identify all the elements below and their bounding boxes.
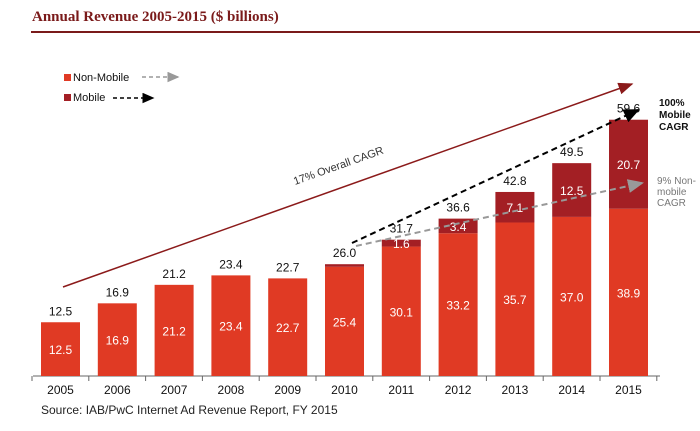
label-total: 36.6 [446, 201, 470, 215]
x-tick-label: 2009 [274, 383, 301, 397]
label-non-mobile: 37.0 [560, 290, 584, 304]
x-tick-label: 2012 [445, 383, 472, 397]
bar-non-mobile [381, 246, 421, 376]
x-tick-label: 2007 [161, 383, 188, 397]
legend-label-non-mobile: Non-Mobile [73, 72, 129, 84]
bar-mobile [495, 191, 535, 223]
x-tick-label: 2005 [47, 383, 74, 397]
label-total: 12.5 [49, 304, 73, 318]
bar-non-mobile [495, 222, 535, 376]
bar-non-mobile [609, 208, 648, 376]
bar-non-mobile [154, 284, 194, 376]
overall-cagr-label: 17% Overall CAGR [292, 145, 385, 188]
label-non-mobile: 12.5 [49, 343, 73, 357]
overall-cagr-arrow [62, 82, 634, 288]
label-non-mobile: 22.7 [276, 321, 300, 335]
mobile-cagr-label: CAGR [659, 122, 689, 133]
label-non-mobile: 35.7 [503, 293, 527, 307]
label-total: 16.9 [106, 285, 130, 299]
x-tick-label: 2014 [558, 383, 585, 397]
label-mobile: 1.6 [393, 237, 410, 251]
bar-mobile [325, 264, 364, 267]
bar-non-mobile [268, 278, 308, 376]
non-mobile-cagr-label: 9% Non- [657, 176, 696, 187]
bar-mobile [381, 239, 421, 247]
bar-non-mobile [41, 322, 80, 376]
non-mobile-cagr-label: CAGR [657, 198, 686, 209]
label-total: 22.7 [276, 260, 300, 274]
x-tick-label: 2006 [104, 383, 131, 397]
mobile-cagr-label: 100% [659, 98, 685, 109]
bar-mobile [552, 163, 592, 217]
label-total: 26.0 [333, 246, 357, 260]
legend-label-mobile: Mobile [73, 92, 105, 104]
legend-swatch-mobile [64, 94, 71, 101]
x-tick-label: 2010 [331, 383, 358, 397]
label-non-mobile: 33.2 [446, 299, 470, 313]
label-non-mobile: 30.1 [390, 305, 414, 319]
bar-non-mobile [211, 275, 251, 376]
label-non-mobile: 21.2 [162, 324, 186, 338]
x-tick-label: 2015 [615, 383, 642, 397]
label-total: 42.8 [503, 174, 527, 188]
label-mobile: 20.7 [617, 158, 641, 172]
non-mobile-cagr-label: mobile [657, 187, 687, 198]
label-non-mobile: 38.9 [617, 286, 641, 300]
label-total: 21.2 [162, 267, 186, 281]
chart-title: Annual Revenue 2005-2015 ($ billions) [32, 9, 279, 25]
x-tick-label: 2008 [218, 383, 245, 397]
label-total: 23.4 [219, 257, 243, 271]
bar-non-mobile [325, 266, 364, 376]
label-mobile: 7.1 [507, 201, 524, 215]
bar-mobile [609, 119, 648, 209]
bar-non-mobile [438, 233, 478, 376]
label-non-mobile: 23.4 [219, 320, 243, 334]
label-total: 31.7 [390, 222, 414, 236]
source-note: Source: IAB/PwC Internet Ad Revenue Repo… [41, 403, 338, 417]
title-rule [31, 31, 700, 33]
label-non-mobile: 25.4 [333, 315, 357, 329]
non-mobile-cagr-arrow [355, 179, 644, 247]
mobile-cagr-arrow [351, 109, 640, 244]
x-tick-label: 2013 [502, 383, 529, 397]
label-non-mobile: 16.9 [106, 334, 130, 348]
x-tick-label: 2011 [388, 383, 414, 397]
label-mobile: 12.5 [560, 184, 584, 198]
bar-non-mobile [97, 303, 137, 376]
legend-swatch-non-mobile [64, 74, 71, 81]
mobile-cagr-label: Mobile [659, 110, 691, 121]
label-total: 49.5 [560, 145, 584, 159]
bar-non-mobile [552, 216, 592, 376]
